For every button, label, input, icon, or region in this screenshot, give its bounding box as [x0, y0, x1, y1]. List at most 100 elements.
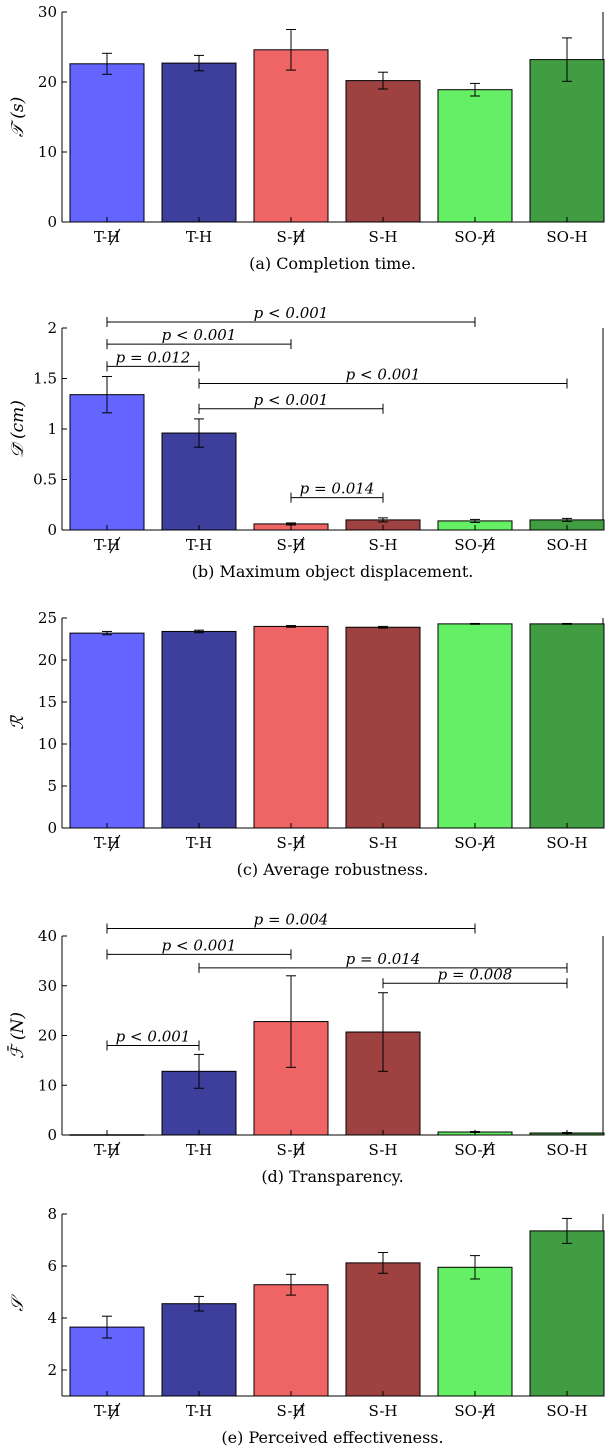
bar [69, 394, 145, 531]
x-tick-label: SO-H [454, 1141, 495, 1159]
chart-caption: (a) Completion time. [249, 254, 416, 273]
bar [161, 432, 237, 531]
bar [529, 59, 605, 223]
y-axis-label: 𝒯 (s) [8, 97, 28, 137]
bar [437, 623, 513, 829]
x-tick-label: S-H [277, 536, 306, 554]
x-tick-label: SO-H [546, 228, 587, 246]
strike-mark [481, 1141, 493, 1159]
bar [253, 1284, 329, 1397]
bar [437, 89, 513, 223]
x-tick-label: S-H [369, 1141, 398, 1159]
strike-mark [109, 834, 121, 852]
y-tick-label: 6 [47, 1257, 57, 1275]
bar [69, 63, 145, 223]
p-value-label: p < 0.001 [254, 391, 329, 409]
x-tick-label: T-H [186, 228, 212, 246]
strike-mark [481, 536, 493, 554]
chart-caption: (d) Transparency. [261, 1167, 403, 1186]
strike-mark [293, 228, 305, 246]
p-value-label: p = 0.012 [116, 348, 191, 366]
x-tick-label: SO-H [454, 228, 495, 246]
x-tick-label: S-H [369, 834, 398, 852]
bar [345, 1262, 421, 1397]
strike-mark [109, 1402, 121, 1420]
x-tick-label: SO-H [546, 834, 587, 852]
y-tick-label: 2 [47, 1361, 57, 1379]
x-tick-label: SO-H [454, 1402, 495, 1420]
y-tick-label: 1.5 [33, 370, 57, 388]
x-tick-label: T-H [94, 834, 120, 852]
strike-mark [293, 1402, 305, 1420]
bar [161, 62, 237, 223]
x-tick-label: T-H [186, 834, 212, 852]
chart-caption: (e) Perceived effectiveness. [221, 1428, 443, 1447]
y-tick-label: 8 [47, 1205, 57, 1223]
x-tick-label: S-H [369, 1402, 398, 1420]
p-value-label: p < 0.001 [254, 304, 329, 322]
y-tick-label: 20 [38, 73, 57, 91]
x-tick-label: T-H [94, 228, 120, 246]
p-value-label: p = 0.008 [438, 965, 513, 983]
bar [345, 626, 421, 829]
y-tick-label: 1 [47, 420, 57, 438]
y-tick-label: 15 [38, 693, 57, 711]
p-value-label: p = 0.014 [346, 950, 421, 968]
bar [437, 1266, 513, 1397]
x-tick-label: SO-H [546, 536, 587, 554]
x-tick-label: T-H [186, 1402, 212, 1420]
y-tick-label: 2 [47, 319, 57, 337]
y-tick-label: 20 [38, 651, 57, 669]
strike-mark [293, 536, 305, 554]
x-tick-label: S-H [277, 1141, 306, 1159]
bar [529, 1230, 605, 1397]
bar [69, 1326, 145, 1397]
x-tick-label: SO-H [454, 834, 495, 852]
y-tick-label: 25 [38, 609, 57, 627]
y-tick-label: 0.5 [33, 471, 57, 489]
p-value-label: p < 0.001 [346, 366, 421, 384]
bar [253, 49, 329, 223]
strike-mark [481, 228, 493, 246]
strike-mark [109, 228, 121, 246]
chart-panel: 0 10 20 30 𝒯 (s) T-H T-H S-H S-H SO-H SO-H (a) Comp… [8, 3, 605, 273]
strike-mark [109, 536, 121, 554]
chart-caption: (c) Average robustness. [237, 860, 429, 879]
x-tick-label: S-H [277, 228, 306, 246]
p-value-label: p < 0.001 [116, 1027, 191, 1045]
chart-panel: 0 10 20 30 40 ℱ̄ (N) T-H T-H S-H S-H SO-H SO-H p = 0… [7, 911, 605, 1186]
strike-mark [293, 1141, 305, 1159]
y-tick-label: 20 [38, 1027, 57, 1045]
y-axis-label: 𝒟̄ (cm) [8, 400, 28, 458]
y-axis-label: ℛ̄ [8, 714, 28, 730]
y-tick-label: 10 [38, 735, 57, 753]
y-tick-label: 4 [47, 1309, 57, 1327]
bar [69, 632, 145, 829]
y-tick-label: 0 [47, 213, 57, 231]
strike-mark [293, 834, 305, 852]
bar [529, 623, 605, 829]
y-tick-label: 5 [47, 777, 57, 795]
y-tick-label: 40 [38, 927, 57, 945]
x-tick-label: S-H [369, 228, 398, 246]
x-tick-label: S-H [277, 1402, 306, 1420]
p-value-label: p = 0.014 [300, 480, 375, 498]
bar [161, 1303, 237, 1397]
p-value-label: p < 0.001 [162, 326, 237, 344]
y-tick-label: 30 [38, 3, 57, 21]
y-tick-label: 0 [47, 819, 57, 837]
y-tick-label: 0 [47, 1126, 57, 1144]
x-tick-label: T-H [94, 1141, 120, 1159]
x-tick-label: SO-H [454, 536, 495, 554]
x-tick-label: S-H [369, 536, 398, 554]
chart-caption: (b) Maximum object displacement. [192, 562, 474, 581]
y-tick-label: 30 [38, 977, 57, 995]
y-axis-label: ℱ̄ (N) [7, 1012, 28, 1059]
chart-panel: 0 5 10 15 20 25 ℛ̄ T-H T-H S-H S-H SO-H SO-H (c) Aver… [8, 609, 605, 879]
chart-panel: 2 4 6 8 𝒮 T-H T-H S-H S-H SO-H SO-H (e) Perceived e… [8, 1205, 605, 1447]
x-tick-label: T-H [186, 536, 212, 554]
y-axis-label: 𝒮 [8, 1294, 28, 1312]
bar [253, 625, 329, 829]
strike-mark [481, 1402, 493, 1420]
